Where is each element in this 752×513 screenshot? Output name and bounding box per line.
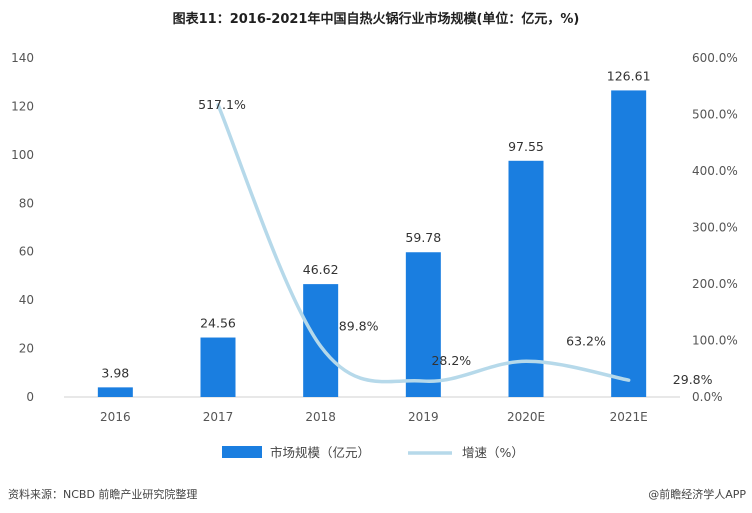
y-left-tick-label: 20 xyxy=(19,342,34,356)
source-note: 资料来源：NCBD 前瞻产业研究院整理 xyxy=(8,488,198,501)
y-right-tick-label: 600.0% xyxy=(692,51,738,65)
y-right-tick-label: 100.0% xyxy=(692,334,738,348)
x-tick-label: 2018 xyxy=(305,410,336,424)
x-tick-label: 2016 xyxy=(100,410,131,424)
growth-value-label: 89.8% xyxy=(339,318,379,333)
bar xyxy=(405,252,441,397)
bar-value-label: 46.62 xyxy=(303,262,339,277)
legend-bar-swatch xyxy=(222,446,262,458)
bar xyxy=(303,284,339,397)
growth-value-label: 29.8% xyxy=(673,372,713,387)
bar-value-label: 59.78 xyxy=(405,230,441,245)
bar xyxy=(508,160,544,397)
brand-credit: @前瞻经济学人APP xyxy=(648,488,746,501)
footer: 资料来源：NCBD 前瞻产业研究院整理 @前瞻经济学人APP xyxy=(0,486,752,506)
y-right-tick-label: 500.0% xyxy=(692,108,738,122)
legend-line-label: 增速（%） xyxy=(462,445,524,460)
chart-title: 图表11：2016-2021年中国自热火锅行业市场规模(单位：亿元，%) xyxy=(172,12,580,27)
y-right-tick-label: 300.0% xyxy=(692,221,738,235)
growth-line xyxy=(216,103,631,384)
y-right-tick-label: 400.0% xyxy=(692,164,738,178)
legend-bar-label: 市场规模（亿元） xyxy=(270,445,370,460)
bar xyxy=(200,337,236,397)
y-left-tick-label: 80 xyxy=(19,196,34,210)
bar xyxy=(97,387,133,397)
bar-value-label: 3.98 xyxy=(101,365,129,380)
x-tick-label: 2021E xyxy=(610,410,648,424)
x-tick-label: 2019 xyxy=(408,410,439,424)
x-tick-label: 2017 xyxy=(203,410,234,424)
y-left-tick-label: 60 xyxy=(19,245,34,259)
x-tick-label: 2020E xyxy=(507,410,545,424)
bar-value-label: 97.55 xyxy=(508,139,544,154)
bar xyxy=(611,90,647,398)
bar-value-label: 126.61 xyxy=(607,68,651,83)
y-left-tick-label: 100 xyxy=(11,148,34,162)
y-left-tick-label: 120 xyxy=(11,99,34,113)
y-left-tick-label: 0 xyxy=(26,390,34,404)
growth-value-label: 63.2% xyxy=(566,333,606,348)
y-left-tick-label: 40 xyxy=(19,293,34,307)
growth-value-label: 28.2% xyxy=(431,353,471,368)
y-left-tick-label: 140 xyxy=(11,51,34,65)
y-right-tick-label: 200.0% xyxy=(692,277,738,291)
y-right-tick-label: 0.0% xyxy=(692,390,723,404)
bar-value-label: 24.56 xyxy=(200,316,236,331)
growth-value-label: 517.1% xyxy=(198,97,246,112)
